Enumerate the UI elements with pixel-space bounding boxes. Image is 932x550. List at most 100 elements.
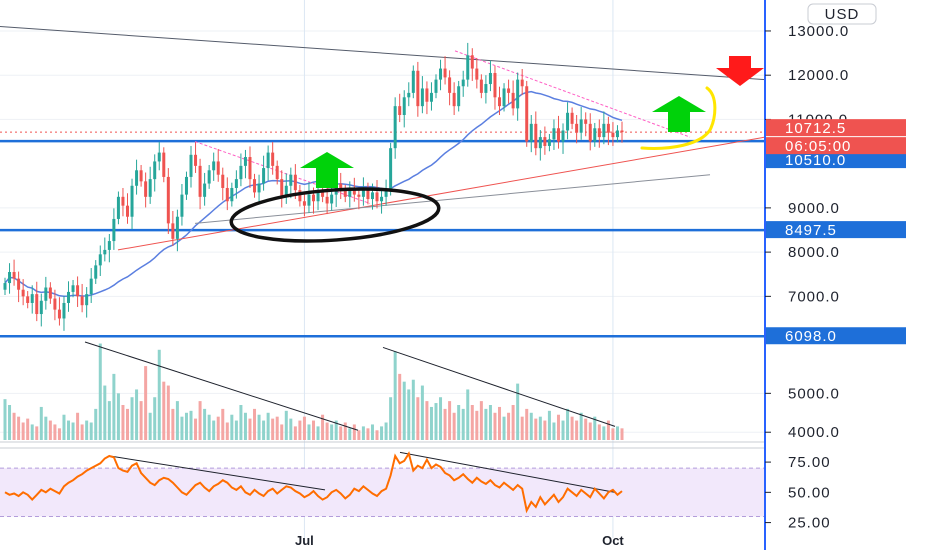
candle-body <box>171 223 175 239</box>
rsi-tick-label: 75.00 <box>788 454 831 471</box>
volume-bar <box>547 410 551 440</box>
candle-body <box>502 88 506 107</box>
countdown-box <box>766 137 906 155</box>
red-down-arrow-icon <box>716 56 764 86</box>
candle-body <box>561 130 565 142</box>
volume-bar <box>94 408 98 440</box>
candle-body <box>443 68 447 78</box>
candle-body <box>121 196 125 206</box>
candle-body <box>330 194 334 204</box>
volume-bar <box>39 406 43 440</box>
lower-channel-line <box>194 174 711 224</box>
volume-bar <box>230 414 234 440</box>
volume-bar <box>271 418 275 440</box>
candle-body <box>148 179 152 197</box>
candle-body <box>130 185 134 217</box>
candle-body <box>89 278 93 295</box>
volume-bar <box>534 418 538 440</box>
candle-body <box>98 254 102 266</box>
candle-body <box>62 302 66 319</box>
volume-bar <box>194 418 198 440</box>
candle-body <box>85 294 89 306</box>
volume-bar <box>389 397 393 440</box>
volume-bar <box>107 401 111 440</box>
candle-body <box>593 128 597 142</box>
price-tag-box <box>766 327 906 345</box>
volume-bar <box>552 422 556 440</box>
candle-body <box>325 196 329 204</box>
candle-body <box>552 128 556 140</box>
volume-bar <box>343 422 347 440</box>
volume-bar <box>98 343 102 440</box>
candle-body <box>493 72 497 98</box>
green-up-arrow-icon <box>652 96 706 132</box>
annotations-layer <box>229 56 764 243</box>
volume-bar <box>221 408 225 440</box>
candle-body <box>484 84 488 93</box>
grid-layer <box>0 0 765 538</box>
volume-bar <box>556 414 560 440</box>
candle-body <box>293 174 297 191</box>
volume-bar <box>425 401 429 440</box>
candle-body <box>475 68 479 80</box>
time-axis[interactable]: Jul Oct <box>295 533 624 548</box>
candle-body <box>361 187 365 197</box>
volume-bar <box>429 406 433 440</box>
candle-body <box>289 174 293 186</box>
volume-trend-line-1 <box>84 341 359 431</box>
candle-body <box>370 192 374 200</box>
candle-body <box>284 185 288 197</box>
volume-bar <box>606 420 610 440</box>
candle-body <box>389 148 393 191</box>
candle-body <box>184 176 188 195</box>
candle-body <box>316 190 320 202</box>
rsi-tick-label: 50.00 <box>788 484 831 501</box>
volume-bar <box>502 416 506 440</box>
candle-body <box>357 194 361 197</box>
price-tag-label: 8497.5 <box>785 222 837 239</box>
candle-body <box>398 106 402 115</box>
volume-bar <box>357 430 361 440</box>
volume-bar <box>175 401 179 440</box>
volume-bar <box>144 366 148 440</box>
volume-bar <box>53 424 57 440</box>
volume-bar <box>280 424 284 440</box>
candle-body <box>116 196 120 219</box>
candle-body <box>307 194 311 206</box>
volume-bar <box>416 397 420 440</box>
candle-body <box>620 130 624 133</box>
candle-body <box>520 79 524 87</box>
rsi-trend-line-2 <box>399 451 616 493</box>
candle-body <box>257 183 261 193</box>
volume-bar <box>520 416 524 440</box>
volume-bar <box>620 428 624 440</box>
volume-bar <box>180 416 184 440</box>
volume-bar <box>207 414 211 440</box>
volume-bar <box>584 418 588 440</box>
price-axis[interactable]: USD13000.012000.011000.09000.08000.07000… <box>764 0 932 550</box>
volume-bar <box>275 416 279 440</box>
price-tag-label: 6098.0 <box>785 328 837 345</box>
candle-body <box>21 289 25 297</box>
rsi-band <box>0 468 765 517</box>
candle-body <box>529 123 533 142</box>
price-tick-label: 7000.0 <box>788 288 840 305</box>
candle-body <box>189 154 193 177</box>
volume-bar <box>466 389 470 440</box>
volume-bar <box>89 422 93 440</box>
candle-body <box>393 106 397 149</box>
candle-body <box>525 86 529 142</box>
candle-body <box>439 68 443 80</box>
volume-bar <box>611 428 615 440</box>
candle-body <box>17 278 21 290</box>
volume-bar <box>461 408 465 440</box>
candle-body <box>207 170 211 184</box>
candle-body <box>452 92 456 107</box>
candle-body <box>94 265 98 279</box>
volume-bar <box>12 412 16 440</box>
currency-button[interactable] <box>807 3 877 25</box>
support-trend-line <box>117 136 766 251</box>
volume-bar <box>597 424 601 440</box>
candle-body <box>166 176 170 224</box>
